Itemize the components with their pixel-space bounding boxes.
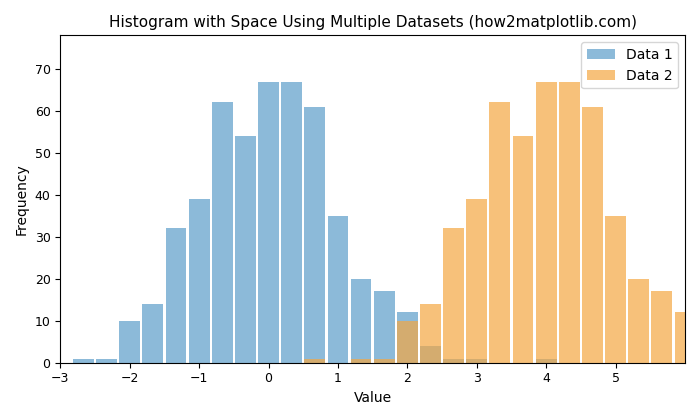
Bar — [166, 228, 186, 363]
Bar — [420, 346, 441, 363]
Bar — [489, 102, 510, 363]
Bar — [512, 136, 533, 363]
Bar — [189, 199, 209, 363]
Bar — [698, 346, 700, 363]
Bar — [281, 81, 302, 363]
Bar — [328, 216, 349, 363]
Bar — [304, 359, 326, 363]
Bar — [351, 279, 372, 363]
Bar — [96, 359, 117, 363]
Bar — [235, 136, 256, 363]
Bar — [420, 304, 441, 363]
Bar — [374, 291, 395, 363]
Title: Histogram with Space Using Multiple Datasets (how2matplotlib.com): Histogram with Space Using Multiple Data… — [108, 15, 636, 30]
Bar — [397, 321, 418, 363]
Bar — [304, 107, 326, 363]
Bar — [73, 359, 94, 363]
Bar — [606, 216, 626, 363]
X-axis label: Value: Value — [354, 391, 392, 405]
Bar — [351, 359, 372, 363]
Bar — [536, 81, 556, 363]
Bar — [119, 321, 140, 363]
Bar — [559, 81, 580, 363]
Bar — [142, 304, 163, 363]
Bar — [443, 228, 464, 363]
Bar — [258, 81, 279, 363]
Bar — [582, 107, 603, 363]
Bar — [27, 359, 48, 363]
Bar — [629, 279, 649, 363]
Bar — [374, 359, 395, 363]
Bar — [212, 102, 232, 363]
Bar — [443, 359, 464, 363]
Bar — [536, 359, 556, 363]
Bar — [675, 312, 695, 363]
Bar — [652, 291, 672, 363]
Legend: Data 1, Data 2: Data 1, Data 2 — [581, 42, 678, 88]
Bar — [397, 312, 418, 363]
Bar — [466, 359, 487, 363]
Bar — [466, 199, 487, 363]
Y-axis label: Frequency: Frequency — [15, 163, 29, 235]
